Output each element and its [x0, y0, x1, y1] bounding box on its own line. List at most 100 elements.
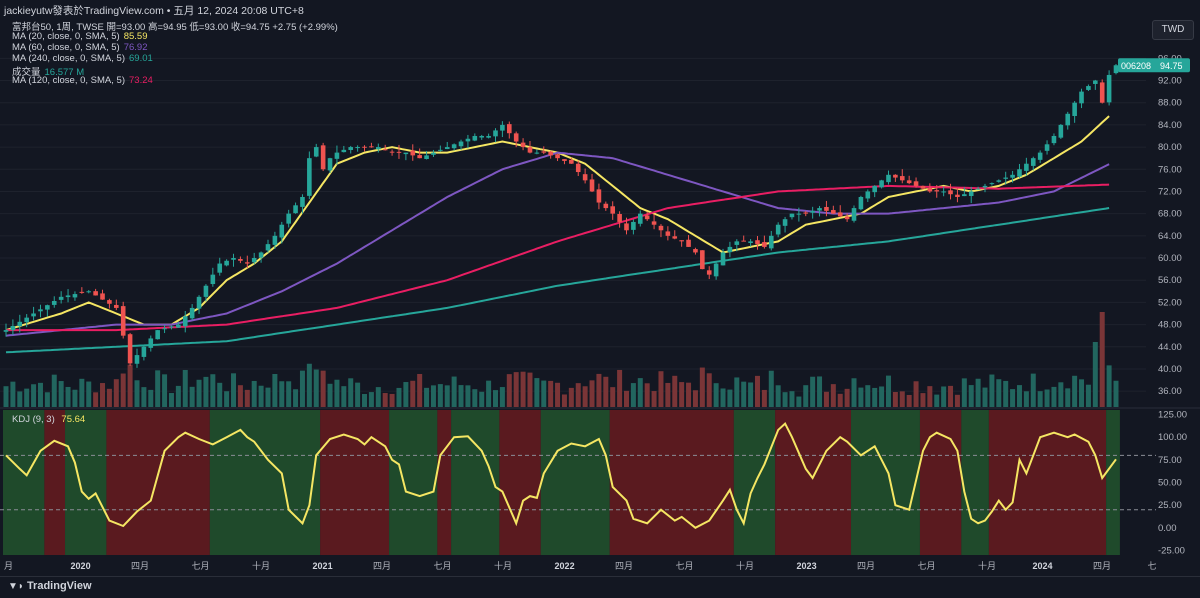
candle-body — [286, 213, 291, 224]
candle-body — [775, 224, 781, 235]
candle-body — [837, 212, 843, 217]
volume-bar — [699, 367, 705, 407]
volume-bar — [106, 388, 112, 407]
volume-bar — [899, 391, 905, 407]
volume-bar — [810, 376, 816, 407]
volume-bar — [906, 394, 912, 407]
candle-body — [934, 190, 940, 192]
candle-body — [45, 305, 50, 310]
volume-bar — [168, 393, 174, 407]
currency-button[interactable]: TWD — [1152, 20, 1194, 40]
legend-item[interactable]: 成交量 16.577 M — [12, 64, 84, 78]
candle-body — [431, 152, 436, 155]
candle-body — [24, 317, 29, 323]
candle-body — [1106, 74, 1112, 103]
volume-bar — [134, 380, 140, 407]
volume-bar — [941, 386, 947, 407]
candle-body — [148, 338, 154, 348]
volume-bar — [444, 385, 450, 407]
candle-body — [782, 219, 788, 226]
volume-bar — [506, 374, 512, 407]
ma-line — [5, 115, 1110, 332]
candle-body — [748, 241, 753, 244]
volume-bar — [272, 373, 278, 407]
candle-body — [534, 152, 540, 154]
candle-body — [389, 151, 395, 153]
volume-bar — [120, 373, 126, 407]
volume-bar — [58, 381, 64, 407]
volume-bar — [31, 384, 37, 407]
candle-body — [955, 194, 960, 197]
candle-body — [438, 149, 443, 151]
candle-body — [1086, 86, 1091, 90]
legend-item[interactable]: MA (120, close, 0, SMA, 5) 73.24 — [12, 75, 153, 86]
candle-body — [300, 196, 305, 207]
kdj-band — [209, 410, 321, 555]
volume-bar — [975, 378, 981, 407]
kdj-band — [106, 410, 210, 555]
candle-body — [1044, 144, 1050, 151]
candle-body — [134, 355, 140, 364]
tradingview-logo-text: TradingView — [26, 580, 92, 592]
volume-bar — [754, 375, 760, 407]
volume-bar — [920, 393, 926, 407]
volume-bar — [424, 387, 430, 407]
candle-body — [513, 133, 519, 142]
volume-bar — [741, 381, 747, 407]
price-axis-label: 72.00 — [1158, 186, 1182, 197]
volume-bar — [1003, 380, 1009, 407]
candle-body — [493, 130, 498, 137]
candle-body — [589, 179, 595, 192]
volume-bar — [203, 376, 209, 407]
candle-body — [603, 203, 609, 209]
volume-bar — [1065, 388, 1071, 407]
candle-body — [382, 149, 388, 151]
volume-bar — [734, 377, 740, 407]
candle-body — [886, 174, 891, 183]
candle-body — [569, 159, 574, 164]
candle-body — [155, 330, 160, 340]
kdj-band — [65, 410, 107, 555]
volume-bar — [589, 380, 595, 407]
candle-body — [720, 252, 726, 266]
volume-bar — [396, 387, 402, 407]
candle-body — [541, 151, 547, 153]
candle-body — [162, 328, 167, 330]
bottom-bar — [0, 576, 1200, 598]
candle-body — [713, 263, 719, 277]
volume-bar — [706, 373, 712, 407]
candle-body — [169, 326, 174, 328]
volume-bar — [748, 382, 754, 407]
legend-item-label: MA (20, close, 0, SMA, 5) — [12, 31, 120, 42]
candle-body — [72, 294, 78, 298]
volume-bar — [1023, 391, 1029, 407]
kdj-legend[interactable]: KDJ (9, 3) 75.64 — [12, 414, 85, 425]
candle-body — [658, 225, 664, 231]
candle-body — [182, 316, 188, 327]
volume-bar — [527, 372, 533, 407]
volume-bar — [1016, 385, 1022, 407]
volume-bar — [24, 388, 30, 407]
legend-item[interactable]: MA (20, close, 0, SMA, 5) 85.59 — [12, 31, 148, 42]
price-axis-label: 84.00 — [1158, 120, 1182, 131]
volume-bar — [258, 385, 264, 407]
kdj-band — [961, 410, 989, 555]
tradingview-logo[interactable]: ▼◗ TradingView — [8, 580, 92, 592]
candle-body — [1099, 82, 1105, 103]
legend-item[interactable]: MA (60, close, 0, SMA, 5) 76.92 — [12, 42, 148, 53]
volume-bar — [348, 378, 354, 407]
candle-body — [189, 307, 195, 319]
time-axis-label: 七月 — [676, 561, 694, 571]
volume-bar — [334, 379, 340, 407]
candle-body — [500, 124, 505, 131]
legend-item[interactable]: MA (240, close, 0, SMA, 5) 69.01 — [12, 53, 153, 64]
candle-body — [727, 246, 733, 253]
volume-bar — [113, 379, 119, 407]
kdj-band — [389, 410, 438, 555]
volume-bar — [1106, 365, 1112, 407]
symbol-info[interactable]: 富邦台50, 1周, TWSE 開=93.00 高=94.95 低=93.00 … — [12, 22, 338, 33]
volume-bar — [320, 370, 326, 407]
price-axis-label: 92.00 — [1158, 76, 1182, 87]
candle-body — [920, 185, 926, 189]
